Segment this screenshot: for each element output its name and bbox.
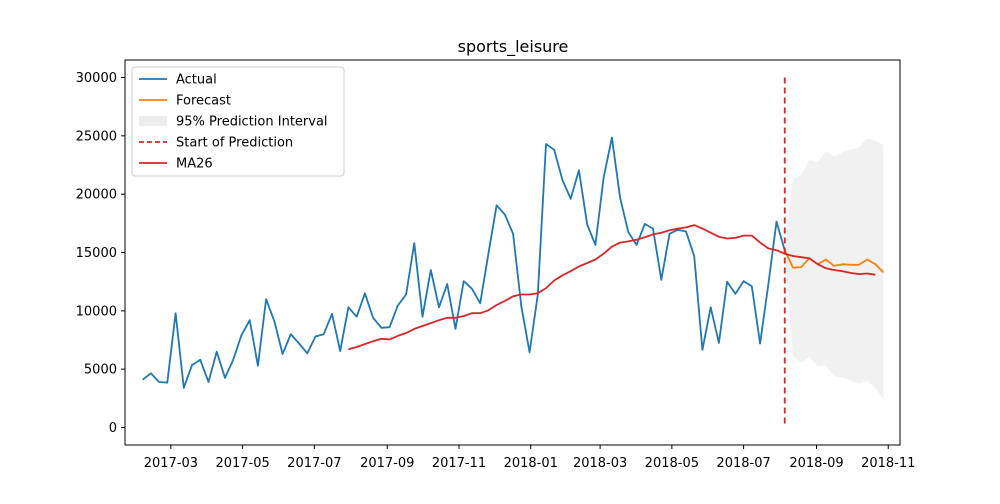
legend-item-actual: Actual (139, 73, 217, 88)
x-tick-label: 2017-07 (287, 456, 341, 471)
x-tick-label: 2018-07 (716, 456, 770, 471)
legend-item-forecast: Forecast (139, 94, 231, 109)
ma26-line (348, 224, 876, 351)
legend-item-ma26: MA26 (139, 157, 213, 172)
x-tick-label: 2018-03 (573, 456, 627, 471)
legend-swatch (139, 116, 167, 126)
legend-item-start: Start of Prediction (139, 136, 293, 151)
y-tick-label: 5000 (84, 363, 117, 378)
x-tick-label: 2017-09 (360, 456, 414, 471)
y-tick-label: 0 (109, 421, 117, 436)
y-tick-label: 20000 (76, 188, 117, 203)
x-tick-label: 2018-05 (645, 456, 699, 471)
y-axis: 0 5000 10000 15000 20000 25000 30000 (76, 71, 125, 436)
legend-label: MA26 (176, 157, 213, 172)
x-tick-label: 2017-05 (215, 456, 269, 471)
chart-title: sports_leisure (458, 37, 569, 57)
y-tick-label: 25000 (76, 129, 117, 144)
prediction-interval-band (784, 138, 884, 400)
legend-label: 95% Prediction Interval (176, 115, 328, 130)
actual-line (142, 136, 786, 389)
legend-item-interval: 95% Prediction Interval (139, 115, 328, 130)
forecast-line (783, 249, 885, 273)
y-tick-label: 15000 (76, 246, 117, 261)
x-tick-label: 2018-09 (789, 456, 843, 471)
x-tick-label: 2018-01 (504, 456, 558, 471)
x-tick-label: 2018-11 (861, 456, 915, 471)
x-axis: 2017-03 2017-05 2017-07 2017-09 2017-11 2018-… (144, 445, 915, 471)
x-tick-label: 2017-03 (144, 456, 198, 471)
x-tick-label: 2017-11 (432, 456, 486, 471)
legend-box (131, 66, 345, 177)
y-tick-label: 30000 (76, 71, 117, 86)
series-lines-layer (142, 77, 885, 428)
legend-label: Actual (176, 73, 217, 88)
legend-label: Forecast (176, 94, 231, 109)
prediction-interval-layer (784, 138, 884, 400)
y-tick-label: 10000 (76, 304, 117, 319)
legend-label: Start of Prediction (176, 136, 293, 151)
legend: Actual Forecast 95% Prediction Interval Sta… (131, 66, 345, 177)
